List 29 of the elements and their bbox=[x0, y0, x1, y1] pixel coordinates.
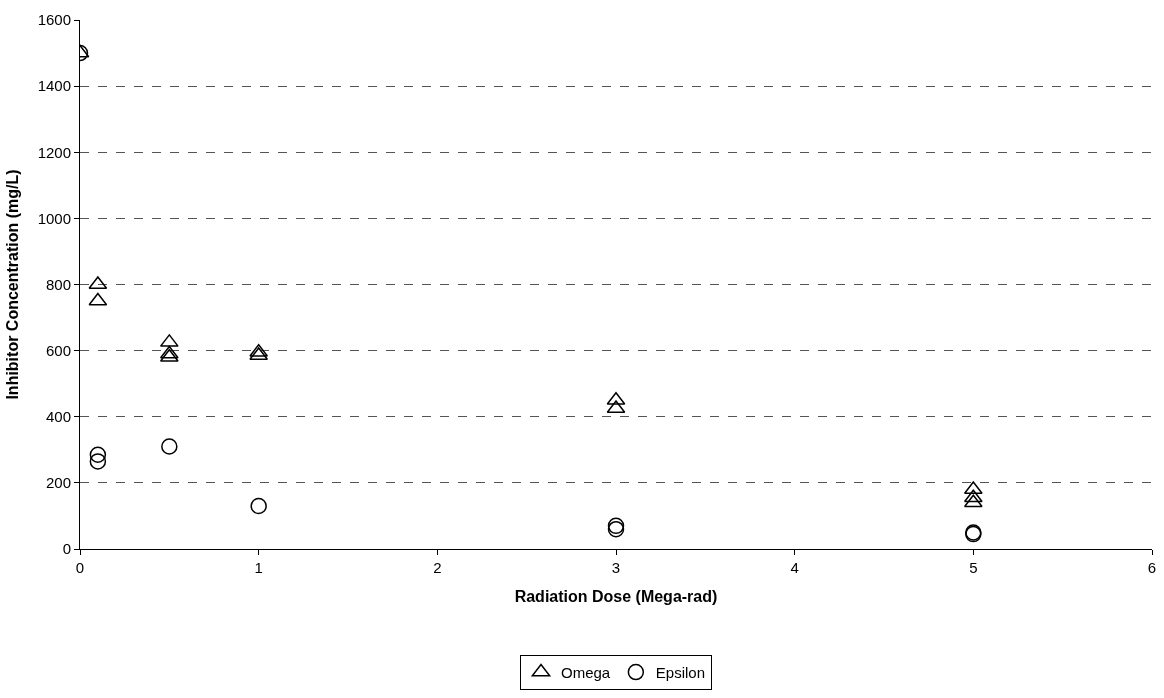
x-tick-label: 5 bbox=[969, 559, 978, 576]
y-tick-label: 1600 bbox=[37, 11, 71, 29]
y-tick-label: 0 bbox=[62, 540, 71, 558]
x-tick-label: 4 bbox=[790, 559, 799, 576]
point bbox=[161, 438, 178, 455]
x-tick-label: 0 bbox=[75, 559, 85, 576]
y-tick-label: 1400 bbox=[37, 77, 71, 95]
legend-label: Epsilon bbox=[655, 663, 706, 681]
point bbox=[88, 292, 108, 306]
y-tick-label: 1200 bbox=[37, 143, 71, 161]
legend-label: Omega bbox=[561, 663, 611, 681]
point bbox=[963, 489, 983, 503]
point bbox=[89, 453, 107, 470]
point bbox=[89, 446, 107, 464]
y-tick-label: 800 bbox=[45, 275, 71, 293]
y-tick-label: 1000 bbox=[37, 209, 71, 227]
x-axis-title: Radiation Dose (Mega-rad) bbox=[514, 587, 718, 605]
y-tick-label: 400 bbox=[45, 408, 71, 425]
x-tick-label: 2 bbox=[433, 559, 442, 576]
x-tick-label: 3 bbox=[611, 559, 621, 576]
point bbox=[963, 494, 983, 508]
x-tick-label: 1 bbox=[254, 559, 263, 576]
point bbox=[249, 347, 269, 361]
y-tick-label: 200 bbox=[45, 474, 71, 492]
y-axis-title: Inhibitor Concentration (mg/L) bbox=[3, 169, 21, 400]
y-tick-label: 600 bbox=[45, 341, 71, 359]
x-tick-label: 6 bbox=[1147, 559, 1157, 576]
point bbox=[250, 497, 267, 515]
point bbox=[606, 391, 626, 405]
